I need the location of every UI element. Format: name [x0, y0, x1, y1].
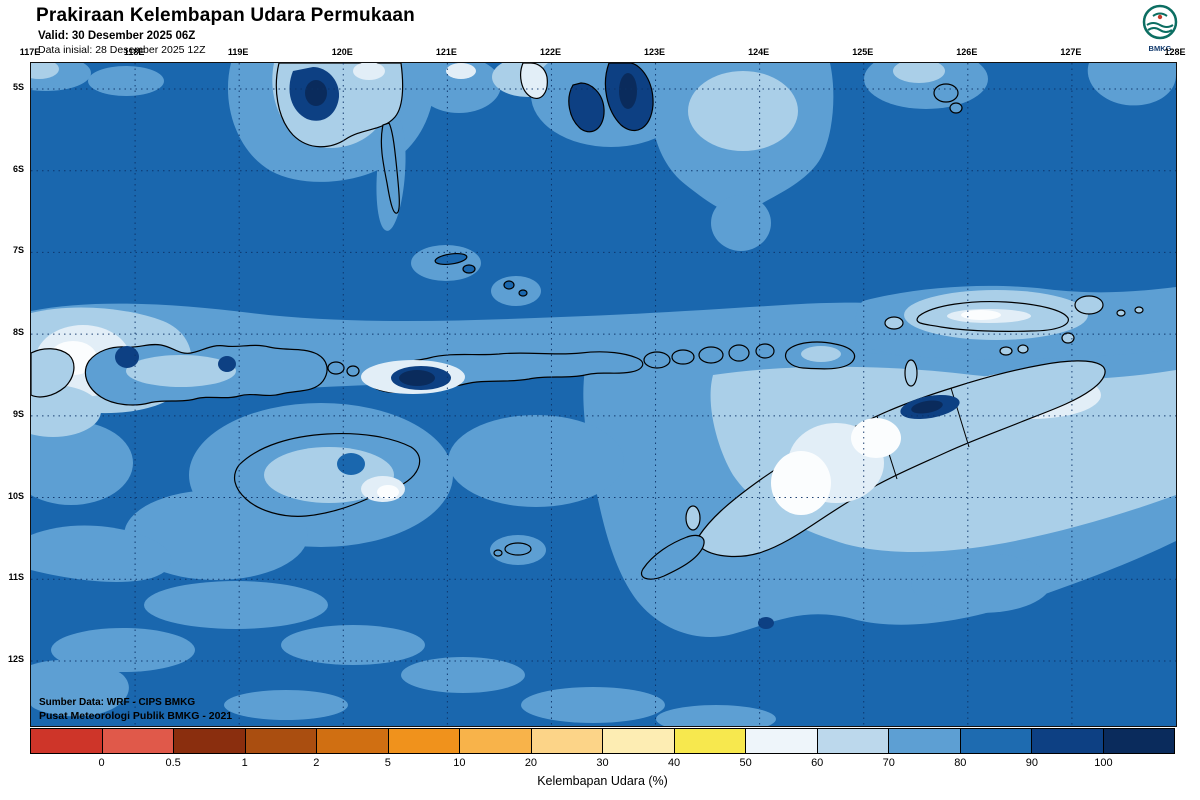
- colorbar-label-40: 40: [667, 757, 681, 769]
- island-rinca: [346, 365, 360, 377]
- graticule-gridlines: [31, 63, 1176, 726]
- lon-label-119E: 119E: [227, 47, 249, 57]
- lat-label-12S: 12S: [7, 653, 24, 664]
- island-leti: [999, 346, 1013, 356]
- island-pantar: [728, 344, 750, 362]
- colorbar-label-80: 80: [954, 757, 967, 769]
- lon-label-125E: 125E: [852, 47, 874, 57]
- island-atauro: [904, 359, 918, 387]
- colorbar-cell-1: [101, 729, 173, 753]
- colorbar-cell-13: [959, 729, 1031, 753]
- bmkg-logo: BMKG: [1136, 3, 1184, 53]
- source-line-2: Pusat Meteorologi Publik BMKG - 2021: [39, 709, 233, 722]
- colorbar-label-60: 60: [811, 757, 824, 769]
- colorbar-cell-4: [316, 729, 388, 753]
- island-raijua: [493, 549, 503, 557]
- island-tiny: [462, 264, 476, 274]
- island-muna: [568, 82, 605, 133]
- colorbar-cell-9: [673, 729, 745, 753]
- lat-label-6S: 6S: [12, 163, 24, 174]
- colorbar-cell-14: [1031, 729, 1103, 753]
- lat-label-10S: 10S: [7, 490, 24, 501]
- initial-data-label: Data inisial: 28 Desember 2025 12Z: [38, 44, 206, 56]
- colorbar-cell-2: [173, 729, 245, 753]
- island-tiny: [949, 102, 963, 114]
- lon-label-118E: 118E: [123, 47, 145, 57]
- colorbar-cell-0: [31, 729, 102, 753]
- island-tiny: [434, 252, 468, 266]
- source-line-1: Sumber Data: WRF - CIPS BMKG: [39, 697, 196, 709]
- humidity-colorbar: [30, 728, 1175, 754]
- lon-label-123E: 123E: [644, 47, 666, 57]
- lon-label-128E: 128E: [1164, 47, 1186, 57]
- colorbar-label-5: 5: [384, 757, 391, 769]
- colorbar-label-30: 30: [596, 757, 609, 769]
- colorbar-tick-labels: 0 0.5 1 2 5 10 20 30 40 50 60 70 80 90 100: [30, 757, 1175, 771]
- lon-label-121E: 121E: [435, 47, 457, 57]
- colorbar-cell-6: [459, 729, 531, 753]
- lat-label-9S: 9S: [12, 408, 24, 419]
- lon-label-127E: 127E: [1060, 47, 1082, 57]
- valid-time-label: Valid: 30 Desember 2025 06Z: [38, 30, 196, 42]
- island-tiny: [1134, 306, 1144, 314]
- island-tiny: [755, 343, 775, 359]
- bmkg-logo-icon: [1142, 4, 1178, 40]
- longitude-axis: 117E 118E 119E 120E 121E 122E 123E 124E 125E 126E…: [20, 47, 1186, 60]
- colorbar-cell-12: [888, 729, 960, 753]
- lat-label-5S: 5S: [12, 82, 24, 92]
- island-tiny: [1017, 344, 1029, 354]
- island-tiny: [503, 280, 515, 290]
- humidity-extreme-patches: [115, 63, 1031, 629]
- island-tiny: [1116, 309, 1126, 317]
- lon-label-122E: 122E: [539, 47, 561, 57]
- colorbar-label-0.5: 0.5: [165, 757, 181, 769]
- humidity-map: Sumber Data: WRF - CIPS BMKG Pusat Meteo…: [30, 62, 1177, 727]
- colorbar-label-0: 0: [98, 757, 105, 769]
- colorbar-cell-8: [602, 729, 674, 753]
- colorbar-cell-7: [530, 729, 602, 753]
- lon-label-124E: 124E: [748, 47, 770, 57]
- colorbar-cell-10: [745, 729, 817, 753]
- island-tiny: [518, 289, 528, 297]
- colorbar-label-50: 50: [739, 757, 752, 769]
- island-lombok-fragment: [31, 348, 75, 398]
- colorbar-label-10: 10: [453, 757, 466, 769]
- island-sabu: [504, 542, 532, 556]
- colorbar-cell-5: [387, 729, 459, 753]
- island-tiny: [933, 83, 959, 103]
- lat-label-11S: 11S: [8, 572, 24, 583]
- latitude-axis: 5S 6S 7S 8S 9S 10S 11S 12S: [0, 62, 27, 725]
- colorbar-label-2: 2: [313, 757, 320, 769]
- island-tiny: [884, 316, 904, 330]
- island-adonara: [671, 349, 695, 365]
- colorbar-label-100: 100: [1094, 757, 1113, 769]
- lon-label-120E: 120E: [331, 47, 353, 57]
- lon-label-117E: 117E: [19, 47, 41, 57]
- lat-label-8S: 8S: [12, 327, 24, 338]
- colorbar-label-1: 1: [241, 757, 248, 769]
- colorbar-label-20: 20: [524, 757, 538, 769]
- colorbar-caption: Kelembapan Udara (%): [537, 774, 668, 788]
- lon-label-126E: 126E: [956, 47, 978, 57]
- source-credit: Sumber Data: WRF - CIPS BMKG Pusat Meteo…: [39, 697, 232, 723]
- colorbar-cell-11: [816, 729, 888, 753]
- bmkg-logo-text: BMKG: [1148, 44, 1172, 53]
- colorbar-label-90: 90: [1025, 757, 1038, 769]
- humidity-map-svg: [31, 63, 1176, 726]
- page-title: Prakiraan Kelembapan Udara Permukaan: [36, 5, 415, 26]
- island-kisar: [1061, 332, 1075, 344]
- island-komodo: [327, 361, 345, 375]
- island-solor: [643, 351, 671, 369]
- colorbar-label-70: 70: [882, 757, 895, 769]
- colorbar-cell-15: [1102, 729, 1174, 753]
- island-romang: [1074, 295, 1104, 315]
- island-semau: [685, 505, 701, 531]
- colorbar-cell-3: [244, 729, 316, 753]
- island-lembata: [698, 346, 724, 364]
- lat-label-7S: 7S: [12, 245, 24, 256]
- island-selayar: [380, 122, 400, 214]
